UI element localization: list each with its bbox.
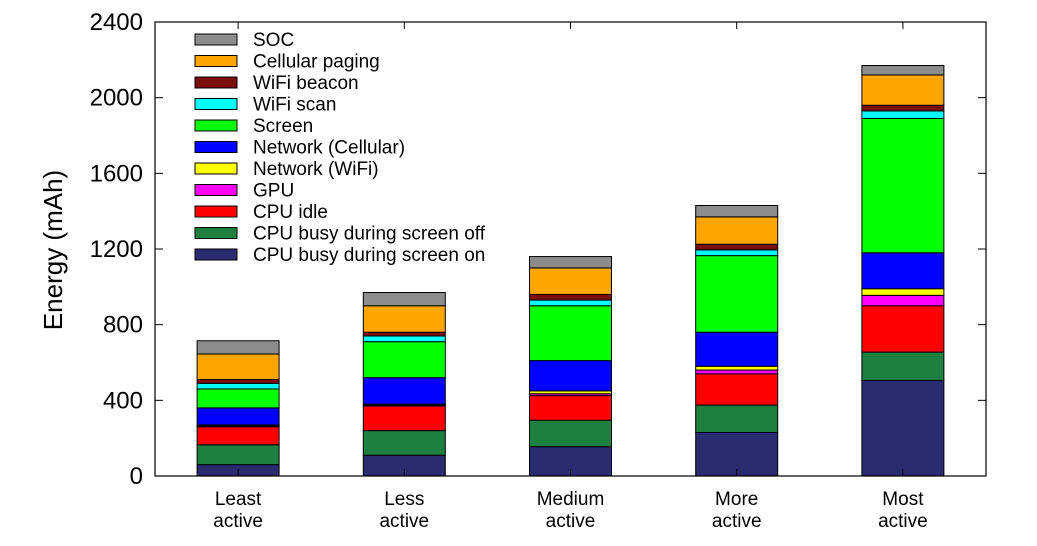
x-tick-label-3-line-2: active	[546, 511, 596, 532]
bar-segment-wifi-beacon-2	[362, 331, 446, 337]
legend-label-cpu-idle: CPU idle	[253, 202, 328, 223]
bar-segment-wifi-beacon-3	[529, 293, 612, 301]
bar-segment-wifi-scan-4	[695, 249, 779, 257]
y-tick-label-2400: 2400	[90, 9, 143, 36]
bar-segment-screen-3	[529, 305, 612, 362]
bar-segment-cellular-paging-5	[861, 74, 945, 106]
bar-segment-cpu-busy-during-screen-off-5	[861, 351, 945, 381]
bar-segment-cpu-busy-during-screen-off-2	[362, 430, 446, 456]
y-tick-label-2000: 2000	[90, 85, 143, 112]
bar-segment-cpu-idle-2	[362, 405, 446, 432]
bar-segment-cpu-idle-1	[196, 426, 280, 446]
legend-label-screen: Screen	[253, 116, 313, 137]
legend-label-network-wifi-: Network (WiFi)	[253, 159, 379, 180]
bar-segment-screen-2	[362, 341, 446, 379]
legend-swatch-cellular-paging	[194, 55, 238, 67]
y-tick-label-1600: 1600	[90, 160, 143, 187]
bar-segment-cpu-busy-during-screen-off-1	[196, 444, 280, 466]
plot-frame	[154, 21, 987, 477]
x-tick-label-5-line-2: active	[878, 511, 928, 532]
bar-segment-screen-5	[861, 117, 945, 254]
legend-label-wifi-scan: WiFi scan	[253, 95, 336, 116]
bar-segment-soc-2	[362, 292, 446, 307]
bar-segment-cellular-paging-1	[196, 353, 280, 381]
bar-segment-cpu-busy-during-screen-on-5	[861, 379, 945, 477]
bar-segment-wifi-scan-5	[861, 110, 945, 119]
legend-swatch-network-wifi-	[194, 162, 238, 175]
legend-swatch-gpu	[194, 184, 238, 196]
legend-swatch-wifi-scan	[194, 98, 238, 110]
legend-swatch-screen	[194, 119, 238, 132]
x-tick-label-2-line-1: Less	[384, 489, 424, 510]
legend-label-network-cellular-: Network (Cellular)	[253, 138, 405, 159]
x-tick-label-4-line-1: More	[715, 489, 758, 510]
bar-segment-cellular-paging-2	[362, 305, 446, 333]
bar-segment-wifi-beacon-1	[196, 379, 280, 384]
legend-label-cpu-busy-during-screen-on: CPU busy during screen on	[253, 245, 485, 266]
bar-segment-soc-3	[529, 256, 612, 269]
legend-swatch-wifi-beacon	[194, 76, 238, 89]
bar-segment-wifi-scan-3	[529, 299, 612, 307]
y-tick-label-800: 800	[103, 312, 143, 339]
bar-segment-soc-4	[695, 204, 779, 218]
bar-segment-cpu-idle-4	[695, 373, 779, 406]
legend-swatch-soc	[194, 33, 238, 46]
y-tick-label-0: 0	[130, 463, 143, 490]
bar-segment-cellular-paging-4	[695, 216, 779, 245]
bar-segment-network-cellular--1	[196, 407, 280, 426]
bar-segment-network-cellular--5	[861, 252, 945, 290]
y-axis-label: Energy (mAh)	[38, 170, 68, 330]
bar-segment-screen-4	[695, 255, 779, 333]
bar-segment-network-cellular--3	[529, 360, 612, 392]
legend-label-gpu: GPU	[253, 181, 294, 202]
x-tick-label-2-line-2: active	[379, 511, 429, 532]
legend-swatch-cpu-idle	[194, 205, 238, 218]
bar-segment-network-cellular--2	[362, 377, 446, 405]
bar-segment-cpu-busy-during-screen-off-3	[529, 419, 612, 448]
x-tick-label-1-line-1: Least	[215, 489, 262, 510]
y-tick-label-400: 400	[103, 387, 143, 414]
bar-segment-network-cellular--4	[695, 331, 779, 367]
bar-segment-network-wifi--5	[861, 288, 945, 296]
x-tick-label-1-line-2: active	[213, 511, 263, 532]
legend-swatch-network-cellular-	[194, 141, 238, 153]
bar-segment-network-wifi--4	[695, 365, 779, 371]
bar-segment-soc-5	[861, 65, 945, 76]
bar-segment-gpu-4	[695, 369, 779, 375]
bar-segment-wifi-scan-1	[196, 382, 280, 390]
legend-swatch-cpu-busy-during-screen-on	[194, 248, 238, 261]
x-tick-label-5-line-1: Most	[882, 489, 924, 510]
x-tick-label-4-line-2: active	[712, 511, 762, 532]
bar-segment-wifi-beacon-4	[695, 243, 779, 251]
bar-segment-gpu-5	[861, 294, 945, 307]
legend-label-cellular-paging: Cellular paging	[253, 52, 380, 73]
x-tick-label-3-line-1: Medium	[537, 489, 605, 510]
bar-segment-cpu-idle-5	[861, 305, 945, 353]
bar-segment-wifi-scan-2	[362, 335, 446, 343]
legend-label-cpu-busy-during-screen-off: CPU busy during screen off	[253, 224, 486, 245]
legend-label-soc: SOC	[253, 30, 294, 51]
bar-segment-cpu-busy-during-screen-off-4	[695, 404, 779, 433]
bar-segment-wifi-beacon-5	[861, 104, 945, 112]
bar-segment-cpu-idle-3	[529, 395, 612, 421]
legend-label-wifi-beacon: WiFi beacon	[253, 73, 359, 94]
bar-segment-screen-1	[196, 388, 280, 409]
legend-swatch-cpu-busy-during-screen-off	[194, 227, 238, 239]
bar-segment-soc-1	[196, 340, 280, 355]
y-tick-label-1200: 1200	[90, 236, 143, 263]
bar-segment-cellular-paging-3	[529, 267, 612, 295]
